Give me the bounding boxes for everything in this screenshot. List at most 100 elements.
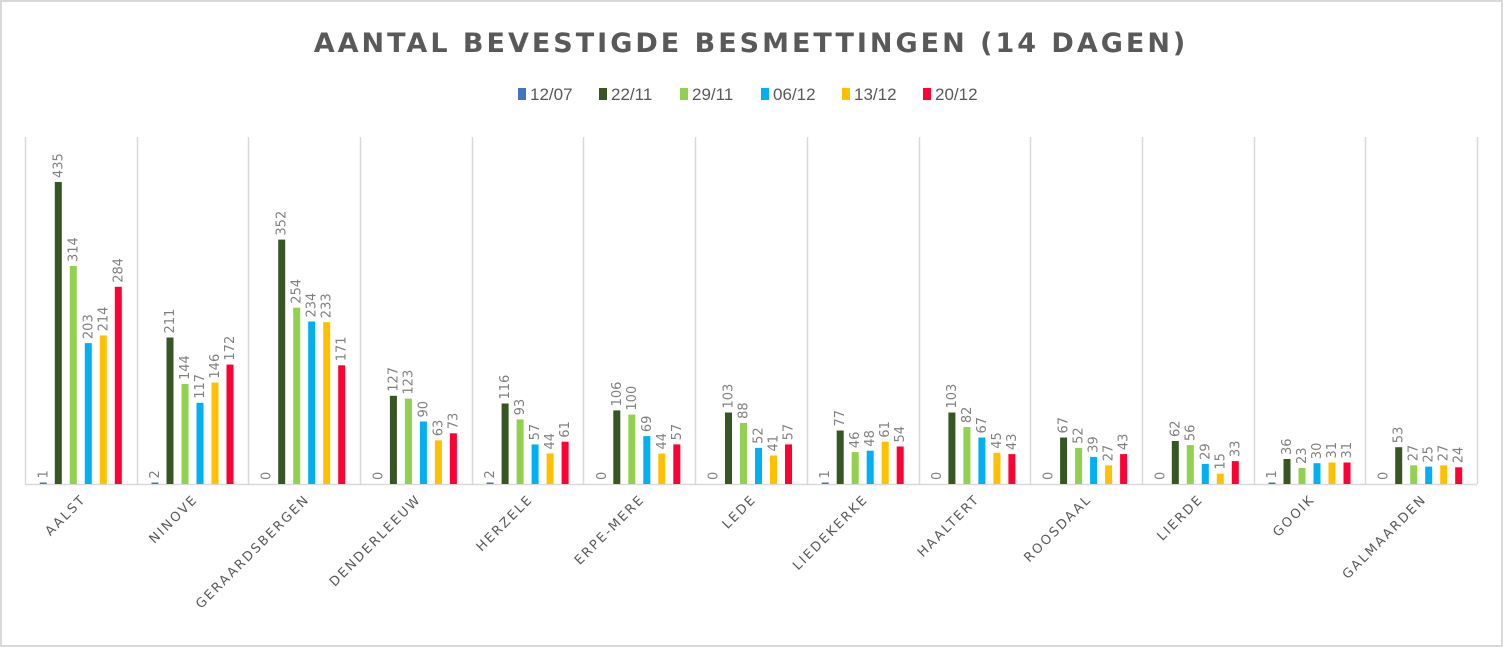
bar-12-07-liedekerke xyxy=(821,482,829,484)
bar-29-11-herzele xyxy=(516,419,524,484)
data-label: 93 xyxy=(513,399,528,416)
data-label: 27 xyxy=(1437,445,1452,462)
legend-swatch xyxy=(518,88,526,100)
bar-29-11-aalst xyxy=(69,266,77,484)
bar-22-11-geraardsbergen xyxy=(278,239,286,484)
bar-22-11-roosdaal xyxy=(1060,437,1068,484)
bar-29-11-ninove xyxy=(181,384,189,484)
bar-13-12-ninove xyxy=(211,382,219,484)
data-label: 39 xyxy=(1087,436,1102,453)
bar-29-11-liedekerke xyxy=(851,452,859,484)
data-label: 67 xyxy=(975,417,990,434)
bar-13-12-herzele xyxy=(546,453,554,484)
bar-13-12-galmaarden xyxy=(1440,465,1448,484)
bar-20-12-herzele xyxy=(561,441,569,484)
data-label: 146 xyxy=(208,354,223,379)
bar-06-12-lierde xyxy=(1201,463,1209,484)
data-label: 254 xyxy=(290,279,305,304)
data-label: 1 xyxy=(1265,470,1280,478)
bar-06-12-gooik xyxy=(1313,463,1321,484)
legend-swatch xyxy=(761,88,769,100)
data-label: 31 xyxy=(1340,442,1355,459)
bar-29-11-denderleeuw xyxy=(404,398,412,484)
legend-label: 06/12 xyxy=(773,85,816,104)
data-label: 15 xyxy=(1213,453,1228,470)
legend-swatch xyxy=(599,88,607,100)
data-label: 100 xyxy=(625,386,640,411)
bar-13-12-aalst xyxy=(99,335,107,484)
data-label: 123 xyxy=(401,370,416,395)
data-label: 1 xyxy=(36,470,51,478)
bar-29-11-haaltert xyxy=(963,427,971,484)
bar-06-12-aalst xyxy=(84,343,92,484)
data-label: 0 xyxy=(371,472,386,480)
data-label: 30 xyxy=(1310,443,1325,460)
bar-13-12-gooik xyxy=(1328,462,1336,484)
data-label: 0 xyxy=(1042,472,1057,480)
bar-06-12-herzele xyxy=(531,444,539,484)
bar-20-12-geraardsbergen xyxy=(338,365,346,484)
data-label: 172 xyxy=(223,336,238,361)
bar-12-07-aalst xyxy=(39,482,47,484)
bar-29-11-gooik xyxy=(1298,468,1306,484)
data-label: 314 xyxy=(66,237,81,262)
bar-06-12-lede xyxy=(755,447,762,484)
bar-13-12-erpe-mere xyxy=(658,453,666,484)
data-label: 52 xyxy=(1072,427,1087,444)
data-label: 90 xyxy=(416,401,431,418)
data-label: 53 xyxy=(1392,427,1407,444)
bar-20-12-galmaarden xyxy=(1455,467,1463,484)
data-label: 73 xyxy=(446,413,461,430)
bar-13-12-lierde xyxy=(1216,473,1224,484)
legend-label: 22/11 xyxy=(611,85,652,104)
data-label: 1 xyxy=(818,470,833,478)
bar-13-12-liedekerke xyxy=(881,441,889,484)
data-label: 43 xyxy=(1005,434,1020,451)
data-label: 103 xyxy=(945,384,960,409)
data-label: 0 xyxy=(1153,472,1168,480)
data-label: 31 xyxy=(1325,442,1340,459)
bar-20-12-ninove xyxy=(226,364,234,484)
data-label: 36 xyxy=(1280,438,1295,455)
data-label: 88 xyxy=(737,402,752,419)
data-label: 0 xyxy=(260,472,275,480)
legend: 12/07 22/11 29/11 06/12 13/12 20/12 xyxy=(518,85,978,104)
bar-12-07-gooik xyxy=(1268,482,1276,484)
category-label: AALST xyxy=(43,492,90,539)
data-label: 62 xyxy=(1168,420,1183,437)
category-label: ERPE-MERE xyxy=(572,492,648,568)
category-label: LIEDEKERKE xyxy=(790,492,871,573)
bar-13-12-lede xyxy=(770,455,777,484)
bar-29-11-lede xyxy=(740,422,747,484)
bar-29-11-roosdaal xyxy=(1075,447,1083,484)
category-label: NINOVE xyxy=(147,492,202,547)
data-label: 171 xyxy=(335,336,350,361)
category-label: LIERDE xyxy=(1155,492,1207,544)
data-label: 46 xyxy=(848,432,863,449)
bar-29-11-lierde xyxy=(1186,445,1194,484)
data-label: 44 xyxy=(655,433,670,450)
bar-29-11-geraardsbergen xyxy=(293,307,301,484)
data-label: 82 xyxy=(960,407,975,424)
data-label: 27 xyxy=(1102,445,1117,462)
bar-29-11-erpe-mere xyxy=(628,414,636,484)
bar-20-12-lierde xyxy=(1231,461,1239,484)
data-label: 117 xyxy=(193,374,208,399)
legend-label: 29/11 xyxy=(692,85,733,104)
legend-label: 20/12 xyxy=(935,85,978,104)
bar-20-12-gooik xyxy=(1343,462,1351,484)
data-label: 2 xyxy=(483,470,498,478)
bar-22-11-aalst xyxy=(54,182,62,484)
data-label: 61 xyxy=(878,421,893,438)
bar-13-12-haaltert xyxy=(993,452,1001,484)
data-label: 25 xyxy=(1422,446,1437,463)
data-label: 284 xyxy=(111,258,126,283)
bar-22-11-liedekerke xyxy=(836,430,844,484)
category-label: LEDE xyxy=(720,492,760,532)
category-gridlines xyxy=(24,137,1479,486)
data-label: 435 xyxy=(51,153,66,178)
legend-swatch xyxy=(680,88,688,100)
bar-22-11-haaltert xyxy=(948,412,956,484)
data-label: 44 xyxy=(543,433,558,450)
